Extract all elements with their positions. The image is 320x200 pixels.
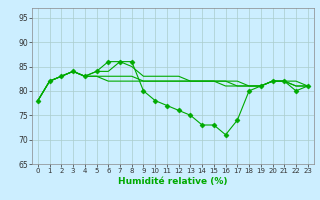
X-axis label: Humidité relative (%): Humidité relative (%) — [118, 177, 228, 186]
